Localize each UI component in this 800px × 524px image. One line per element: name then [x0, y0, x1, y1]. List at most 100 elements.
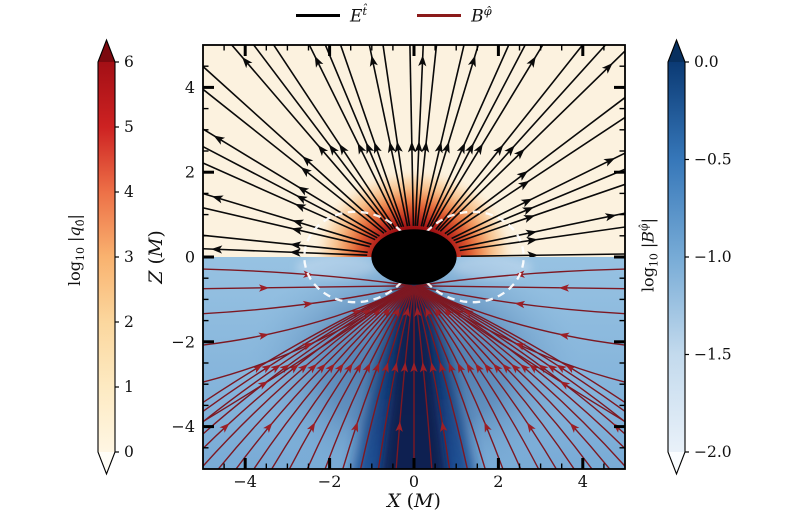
e-field-arrow: [302, 156, 314, 167]
x-tick-label: −4: [233, 472, 257, 491]
e-field-arrow: [601, 63, 613, 74]
e-field-streamline: [324, 45, 403, 228]
e-field-streamline: [455, 183, 625, 244]
e-field-arrow: [441, 141, 450, 154]
e-field-arrow: [289, 241, 302, 250]
b-field-arrow: [429, 362, 437, 373]
colorbar-right-under-arrow: [668, 452, 685, 474]
e-field-arrow: [517, 180, 530, 191]
b-field-arrow: [559, 381, 571, 390]
e-field-streamline: [444, 96, 625, 235]
e-field-arrow: [292, 219, 305, 228]
e-field-streamline: [308, 45, 401, 228]
e-field-arrow: [493, 144, 504, 156]
e-field-arrow: [504, 145, 515, 157]
b-field-arrow: [547, 364, 558, 374]
e-field-streamline: [459, 226, 625, 252]
b-field-arrow: [519, 363, 531, 374]
e-field-streamline: [203, 145, 378, 239]
e-field-arrow: [394, 141, 403, 153]
efield-legend-line: [296, 13, 340, 17]
colorbar-right-label: log10 |Bφ̂|: [637, 217, 661, 293]
b-field-streamline: [414, 285, 469, 469]
b-field-streamline: [417, 285, 625, 423]
b-field-arrow: [440, 421, 448, 433]
y-tick-label: 0: [185, 248, 195, 267]
e-field-arrow: [414, 141, 423, 153]
e-field-arrow: [339, 143, 349, 156]
e-field-arrow: [373, 142, 382, 154]
b-field-streamline: [203, 285, 410, 404]
colorbar-left-under-arrow: [98, 452, 115, 474]
b-field-arrow: [514, 300, 526, 309]
b-field-streamline: [235, 285, 412, 469]
b-field-streamline: [418, 285, 625, 404]
e-field-arrow: [211, 195, 224, 204]
colorbar-right-tick-label: −1.5: [694, 346, 732, 364]
b-field-arrow: [297, 363, 309, 374]
colorbar-left-tick-label: 4: [124, 183, 134, 201]
colorbar-left-tick-label: 5: [124, 118, 134, 136]
e-field-arrow: [467, 55, 476, 68]
colorbar-right-tick-label: −1.0: [694, 248, 732, 266]
b-field-streamline: [203, 285, 411, 435]
b-field-arrow: [307, 363, 318, 374]
e-field-streamline: [453, 168, 625, 242]
e-field-streamline: [451, 152, 625, 240]
e-field-arrow: [525, 229, 538, 238]
y-axis-label: Z (M): [145, 230, 167, 284]
e-field-streamline: [437, 45, 607, 231]
e-field-arrow: [604, 213, 617, 222]
b-field-arrow: [288, 364, 300, 374]
colorbar-right-tick-label: −2.0: [694, 443, 732, 461]
b-field-streamline: [203, 285, 413, 423]
colorbar-left-tick-label: 2: [124, 313, 134, 331]
b-field-arrow: [439, 362, 447, 374]
e-field-streamline: [409, 45, 415, 226]
e-field-arrow: [296, 195, 308, 205]
b-field-arrow: [391, 362, 399, 373]
b-field-streamline: [416, 285, 625, 290]
b-field-streamline: [359, 285, 414, 469]
e-field-streamline: [203, 65, 387, 233]
e-field-streamline: [458, 212, 625, 249]
b-field-streamline: [417, 285, 625, 435]
b-field-arrow: [270, 364, 281, 374]
b-field-streamline: [416, 285, 611, 469]
legend-item-bfield: Bφ̂: [417, 4, 492, 26]
b-field-streamline: [416, 285, 575, 469]
e-field-streamline: [203, 247, 368, 256]
b-field-arrow: [351, 421, 359, 433]
b-field-streamline: [413, 285, 433, 469]
e-field-streamline: [435, 45, 584, 230]
colorbar-left-tick-label: 3: [124, 248, 134, 266]
b-field-streamline: [418, 285, 625, 413]
y-tick-label: −2: [171, 332, 195, 351]
b-field-arrow: [558, 284, 570, 292]
b-field-arrow: [353, 362, 362, 374]
b-field-arrow: [526, 422, 536, 433]
b-field-arrow: [219, 423, 230, 433]
b-field-streamline: [415, 285, 540, 469]
e-field-arrow: [242, 57, 253, 69]
b-field-arrow: [558, 332, 570, 340]
e-field-arrow: [297, 186, 310, 196]
e-field-arrow: [523, 215, 536, 223]
b-field-streamline: [288, 285, 413, 469]
e-field-streamline: [203, 192, 372, 245]
colorbar-right: 0.0 −0.5 −1.0 −1.5 −2.0: [667, 38, 732, 476]
b-field-arrow: [306, 422, 316, 433]
b-field-arrow: [492, 363, 503, 374]
x-tick-label: 0: [409, 472, 419, 491]
b-field-arrow: [569, 422, 580, 433]
e-field-streamline: [460, 253, 625, 257]
colorbar-left-tick-label: 6: [124, 53, 134, 71]
b-field-streamline: [415, 285, 558, 469]
b-field-arrow: [414, 306, 422, 318]
x-tick-label: 2: [493, 472, 503, 491]
e-field-arrow: [213, 135, 226, 145]
colorbar-right-tick-label: 0.0: [694, 53, 719, 71]
b-field-streamline: [203, 285, 413, 346]
b-field-arrow: [334, 363, 344, 374]
b-field-streamline: [324, 285, 414, 469]
